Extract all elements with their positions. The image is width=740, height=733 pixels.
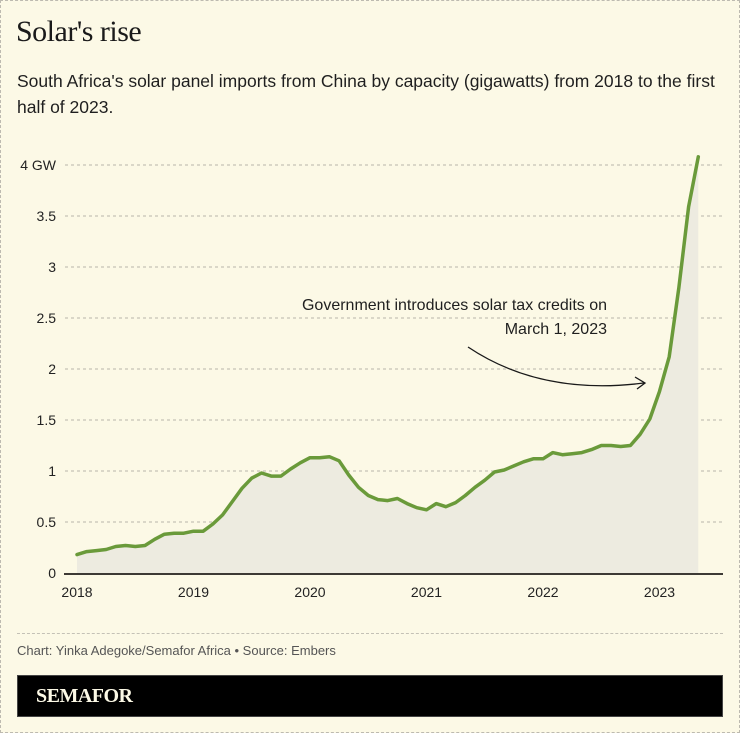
brand-bar: SEMAFOR (17, 675, 723, 717)
y-tick-label: 4 GW (20, 157, 57, 173)
annotation-line-2: March 1, 2023 (505, 321, 607, 338)
series-line (75, 155, 701, 557)
x-tick-label: 2018 (61, 584, 92, 600)
y-axis-ticks: 0 0.5 1 1.5 2 2.5 3 3.5 4 GW (20, 157, 57, 581)
y-tick-label: 1.5 (37, 412, 57, 428)
chart-subtitle: South Africa's solar panel imports from … (17, 71, 715, 117)
semafor-logo: SEMAFOR (36, 685, 133, 707)
annotation-arrow (467, 346, 645, 387)
y-tick-label: 0 (48, 565, 56, 581)
arrowhead-icon (634, 376, 647, 390)
x-axis-ticks: 2018 2019 2020 2021 2022 2023 (61, 584, 675, 600)
y-tick-label: 2 (48, 361, 56, 377)
line-chart: 0 0.5 1 1.5 2 2.5 3 3.5 4 GW 2018 2019 2020 2021 202… (20, 155, 723, 600)
annotation: Government introduces solar tax credits … (302, 297, 647, 390)
y-tick-label: 2.5 (37, 310, 57, 326)
y-tick-label: 1 (48, 463, 56, 479)
x-tick-label: 2019 (178, 584, 209, 600)
x-tick-label: 2022 (527, 584, 558, 600)
y-tick-label: 3 (48, 259, 56, 275)
gridlines (65, 164, 723, 523)
area-fill (77, 156, 699, 574)
x-tick-label: 2021 (411, 584, 442, 600)
y-tick-label: 3.5 (37, 208, 57, 224)
chart-title: Solar's rise (16, 15, 142, 48)
y-tick-label: 0.5 (37, 514, 57, 530)
annotation-line-1: Government introduces solar tax credits … (302, 297, 607, 314)
x-tick-label: 2020 (294, 584, 325, 600)
footer-divider (17, 633, 723, 634)
source-credit: Chart: Yinka Adegoke/Semafor Africa • So… (17, 643, 336, 658)
x-tick-label: 2023 (644, 584, 675, 600)
